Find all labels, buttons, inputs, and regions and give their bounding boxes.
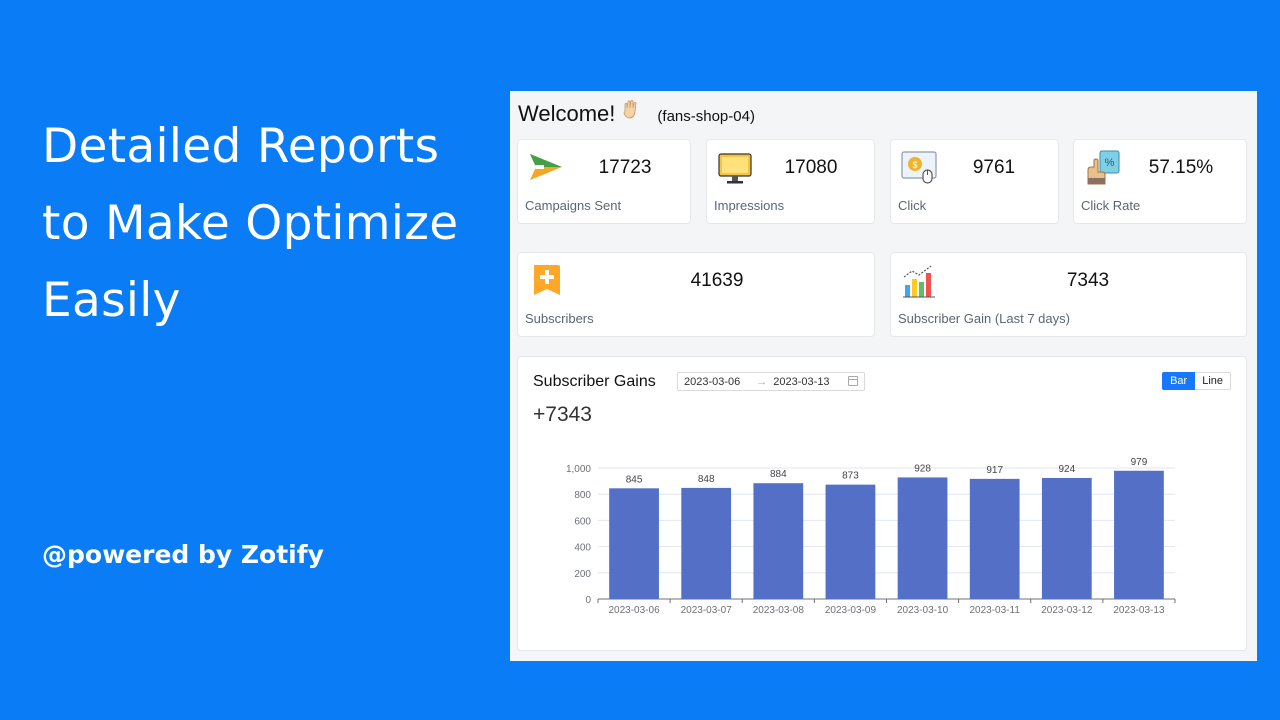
stat-label: Subscribers xyxy=(525,311,594,326)
stat-card-subscriber-gain[interactable]: 7343 Subscriber Gain (Last 7 days) xyxy=(890,252,1247,337)
total-gain-value: +7343 xyxy=(533,403,592,426)
stat-card-impressions[interactable]: 17080 Impressions xyxy=(706,139,875,224)
promo-headline: Detailed Reports to Make Optimize Easily xyxy=(42,108,492,339)
calendar-icon[interactable] xyxy=(848,376,858,386)
x-tick-label: 2023-03-12 xyxy=(1041,605,1093,616)
chart-title: Subscriber Gains xyxy=(533,373,656,390)
monitor-icon xyxy=(717,150,753,186)
bar-chart-icon xyxy=(901,263,937,299)
bar xyxy=(1114,470,1164,599)
powered-by-text: @powered by Zotify xyxy=(42,540,324,569)
bar-data-label: 924 xyxy=(1058,464,1075,475)
range-arrow: → xyxy=(756,375,768,388)
y-tick-label: 200 xyxy=(574,569,591,580)
bar xyxy=(897,477,948,599)
svg-text:$: $ xyxy=(912,160,917,170)
y-tick-label: 400 xyxy=(574,543,591,554)
stat-label: Campaigns Sent xyxy=(525,198,622,213)
bookmark-plus-icon xyxy=(530,263,566,299)
shop-name: (fans-shop-04) xyxy=(657,108,755,125)
bar xyxy=(753,483,804,599)
mouse-click-icon: $ xyxy=(901,150,937,186)
bar xyxy=(825,484,876,599)
bar-data-label: 848 xyxy=(698,474,715,485)
y-tick-label: 600 xyxy=(574,516,591,527)
bar-data-label: 928 xyxy=(914,463,931,474)
date-end[interactable]: 2023-03-13 xyxy=(773,375,830,388)
y-tick-label: 1,000 xyxy=(566,464,591,475)
stat-value: 17080 xyxy=(784,157,838,178)
stat-value: 41639 xyxy=(690,270,744,291)
chart-type-toggle[interactable]: Bar Line xyxy=(1162,372,1231,390)
headline-line-3: Easily xyxy=(42,273,181,328)
stat-label: Click Rate xyxy=(1081,198,1141,213)
waving-hand-icon xyxy=(619,97,643,127)
bar xyxy=(969,478,1020,599)
dashboard-screenshot: Welcome! (fans-shop-04) 17723 Campaigns … xyxy=(510,91,1257,661)
bar xyxy=(681,487,732,599)
stat-card-click-rate[interactable]: % 57.15% Click Rate xyxy=(1073,139,1247,224)
x-tick-label: 2023-03-13 xyxy=(1113,605,1165,616)
stat-label: Click xyxy=(898,198,927,213)
headline-line-1: Detailed Reports xyxy=(42,119,440,174)
stat-value: 9761 xyxy=(972,157,1016,178)
bar-data-label: 873 xyxy=(842,471,859,482)
subscriber-gains-panel: Subscriber Gains 2023-03-06 → 2023-03-13… xyxy=(517,356,1247,651)
x-tick-label: 2023-03-08 xyxy=(753,605,805,616)
x-tick-label: 2023-03-11 xyxy=(969,605,1020,616)
y-tick-label: 0 xyxy=(585,595,591,606)
y-tick-label: 800 xyxy=(574,490,591,501)
subscriber-gains-bar-chart: 0 200 400 600 800 1,000 845 2023-03-06 848 2023-0… xyxy=(566,457,1176,616)
date-start[interactable]: 2023-03-06 xyxy=(684,375,741,388)
bar-data-label: 845 xyxy=(626,474,643,485)
bar-data-label: 917 xyxy=(986,465,1003,476)
x-tick-label: 2023-03-06 xyxy=(608,605,660,616)
headline-line-2: to Make Optimize xyxy=(42,196,459,251)
bar xyxy=(1041,477,1092,599)
stat-card-subscribers[interactable]: 41639 Subscribers xyxy=(517,252,875,337)
x-tick-label: 2023-03-10 xyxy=(897,605,949,616)
date-range-picker[interactable]: 2023-03-06 → 2023-03-13 xyxy=(677,372,865,391)
stat-card-campaigns-sent[interactable]: 17723 Campaigns Sent xyxy=(517,139,691,224)
welcome-header: Welcome! (fans-shop-04) xyxy=(518,97,755,127)
stat-label: Subscriber Gain (Last 7 days) xyxy=(898,311,1070,326)
stat-label: Impressions xyxy=(714,198,785,213)
bar-data-label: 884 xyxy=(770,469,787,480)
x-tick-label: 2023-03-09 xyxy=(825,605,877,616)
stat-card-click[interactable]: $ 9761 Click xyxy=(890,139,1059,224)
stat-value: 7343 xyxy=(1066,270,1110,291)
stat-value: 57.15% xyxy=(1148,157,1214,178)
percent-click-icon: % xyxy=(1084,150,1120,186)
paper-plane-icon xyxy=(528,150,564,186)
x-tick-label: 2023-03-07 xyxy=(681,605,733,616)
line-toggle-button[interactable]: Line xyxy=(1195,372,1231,390)
svg-text:%: % xyxy=(1105,157,1115,169)
bar-data-label: 979 xyxy=(1131,457,1148,468)
stat-value: 17723 xyxy=(598,157,652,178)
welcome-title: Welcome! xyxy=(518,101,616,126)
bar xyxy=(609,488,659,599)
bar-toggle-button[interactable]: Bar xyxy=(1162,372,1196,390)
